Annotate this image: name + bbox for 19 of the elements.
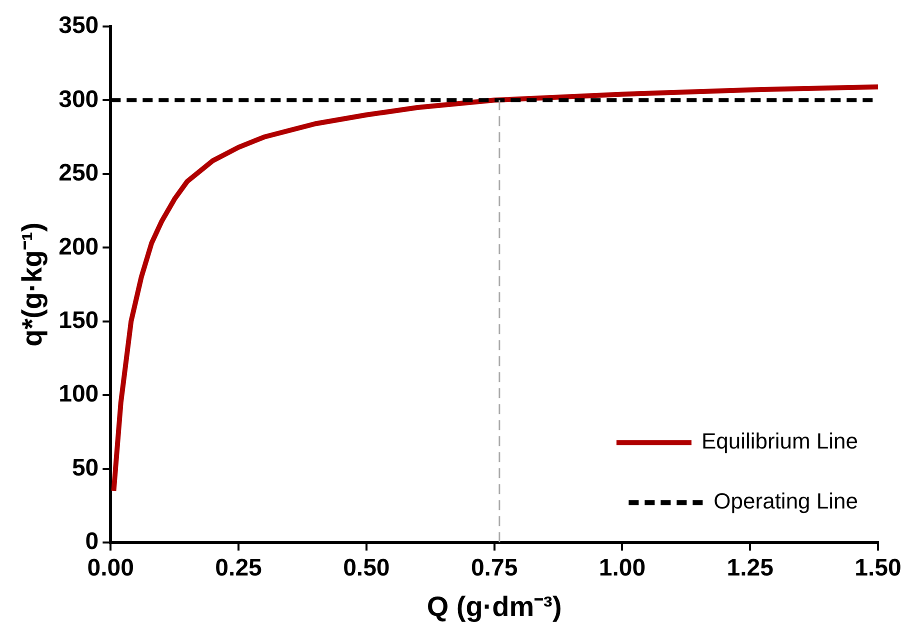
y-tick-label: 150 [58,306,99,334]
x-tick-label: 0.25 [215,554,262,582]
y-tick-label: 0 [85,528,99,556]
x-axis-title: Q (g·dm⁻³) [426,590,562,622]
x-tick-label: 1.50 [854,554,902,582]
x-tick-label: 1.00 [598,554,646,582]
y-tick-label: 200 [58,233,99,260]
legend-label: Operating Line [714,488,858,514]
x-tick-label: 0.50 [343,554,390,582]
x-tick-label: 0.00 [87,554,134,582]
x-tick-label: 1.25 [726,554,774,582]
y-tick-label: 300 [58,86,99,113]
y-tick-label: 100 [58,380,99,408]
legend-label: Equilibrium Line [701,428,858,454]
y-tick-label: 350 [58,12,99,40]
y-axis-title: q*(g·kg⁻¹) [16,222,48,347]
y-tick-label: 50 [72,454,99,482]
x-tick-label: 0.75 [470,554,518,582]
y-tick-label: 250 [58,160,99,187]
